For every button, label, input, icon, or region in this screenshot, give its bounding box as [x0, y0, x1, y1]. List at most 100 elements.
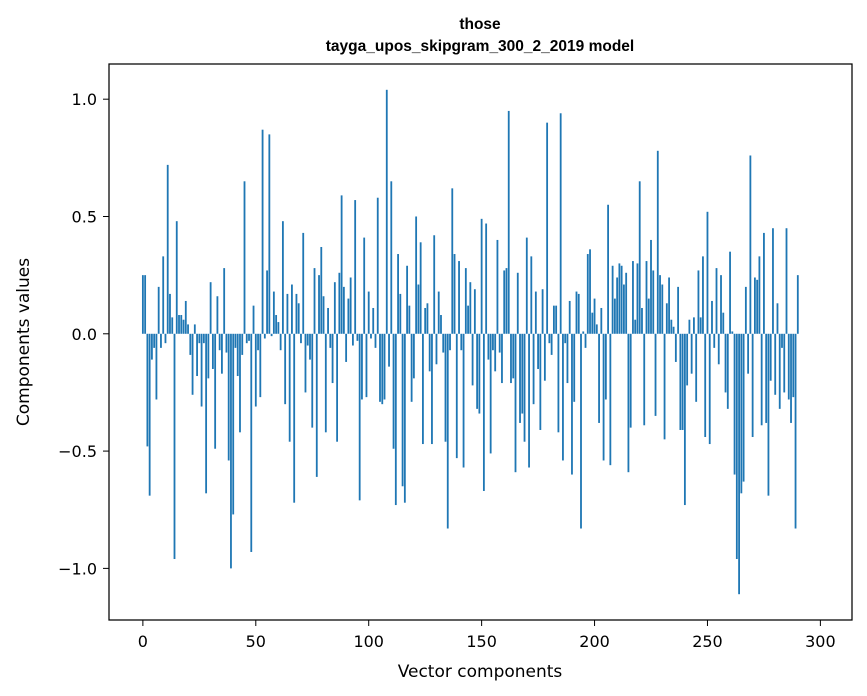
- bar-176: [539, 333, 542, 430]
- bar-276: [765, 333, 768, 423]
- plot-frame: [108, 63, 853, 621]
- bar-268: [747, 333, 750, 374]
- bar-60: [277, 322, 280, 334]
- bar-31: [211, 333, 214, 369]
- y-axis-label: Components values: [14, 258, 34, 426]
- bar-186: [562, 333, 564, 461]
- chart-title-line-1: those: [459, 16, 501, 33]
- bar-157: [496, 239, 499, 334]
- bar-5: [153, 333, 156, 348]
- bar-34: [218, 333, 221, 351]
- bar-52: [259, 333, 262, 398]
- bar-250: [706, 211, 709, 334]
- bar-116: [403, 333, 406, 503]
- bar-62: [281, 221, 284, 334]
- bar-182: [552, 305, 555, 334]
- bar-58: [272, 291, 275, 334]
- bar-271: [753, 277, 756, 334]
- x-axis-ticks: 0 50 100 150 200 250 300: [138, 620, 836, 651]
- bar-10: [164, 333, 167, 344]
- bar-281: [776, 303, 779, 334]
- bar-248: [702, 256, 704, 334]
- bar-160: [503, 270, 506, 334]
- bar-series: [141, 89, 799, 595]
- bar-90: [345, 333, 348, 362]
- bar-115: [401, 333, 404, 487]
- bar-13: [171, 317, 174, 334]
- bar-205: [604, 333, 607, 400]
- bar-102: [372, 307, 375, 334]
- bar-192: [575, 291, 578, 334]
- bar-275: [763, 232, 765, 334]
- bar-55: [266, 270, 268, 334]
- bar-2: [146, 333, 149, 447]
- bar-6: [155, 333, 158, 400]
- bar-197: [586, 254, 589, 334]
- bar-264: [738, 333, 740, 595]
- bar-226: [652, 270, 655, 334]
- bar-177: [541, 289, 544, 334]
- bar-232: [665, 303, 668, 334]
- bar-103: [374, 333, 377, 348]
- bar-70: [300, 333, 302, 344]
- bar-86: [336, 333, 338, 442]
- y-tick-label: −1.0: [58, 559, 97, 578]
- bar-164: [512, 333, 515, 379]
- bar-166: [516, 272, 519, 334]
- x-axis-label: Vector components: [398, 662, 563, 682]
- bar-119: [410, 333, 413, 402]
- bar-124: [422, 333, 424, 445]
- bar-225: [650, 239, 652, 334]
- bar-178: [543, 333, 546, 381]
- bar-243: [690, 333, 693, 374]
- bar-154: [489, 333, 492, 454]
- bar-106: [381, 333, 384, 405]
- bar-273: [758, 256, 761, 334]
- bar-120: [412, 333, 415, 379]
- bar-255: [717, 333, 720, 365]
- bar-11: [166, 164, 169, 334]
- bar-127: [428, 333, 431, 372]
- bar-12: [169, 293, 171, 334]
- bar-76: [313, 268, 316, 334]
- bar-50: [254, 333, 257, 407]
- bar-247: [699, 317, 702, 334]
- bar-113: [397, 254, 399, 334]
- bar-49: [252, 305, 255, 334]
- bar-288: [792, 333, 795, 398]
- bar-234: [670, 319, 673, 334]
- bar-170: [525, 237, 528, 334]
- bar-72: [304, 333, 307, 393]
- y-tick-label: 1.0: [72, 90, 97, 109]
- bar-180: [548, 333, 551, 344]
- x-tick-label: 50: [246, 632, 266, 651]
- bar-172: [530, 256, 533, 334]
- bar-184: [557, 333, 560, 433]
- bar-181: [550, 333, 553, 355]
- x-tick-label: 300: [805, 632, 836, 651]
- bar-140: [458, 261, 460, 334]
- bar-163: [510, 333, 512, 384]
- bar-217: [632, 261, 634, 334]
- bar-168: [521, 333, 524, 414]
- bar-53: [261, 129, 264, 334]
- bar-249: [704, 333, 707, 438]
- bar-109: [388, 333, 390, 367]
- bar-260: [729, 251, 731, 334]
- bar-283: [781, 333, 783, 348]
- bar-258: [724, 333, 727, 393]
- bar-94: [354, 200, 357, 334]
- bar-152: [485, 223, 488, 334]
- bar-179: [546, 122, 549, 334]
- bar-142: [462, 333, 465, 468]
- bar-96: [358, 333, 361, 501]
- bar-66: [291, 284, 293, 334]
- bar-277: [767, 333, 770, 496]
- bar-196: [584, 333, 587, 348]
- bar-253: [713, 333, 716, 348]
- bar-204: [602, 333, 605, 461]
- bar-174: [534, 291, 537, 334]
- bar-227: [654, 333, 657, 416]
- bar-214: [625, 272, 628, 334]
- bar-24: [196, 333, 198, 377]
